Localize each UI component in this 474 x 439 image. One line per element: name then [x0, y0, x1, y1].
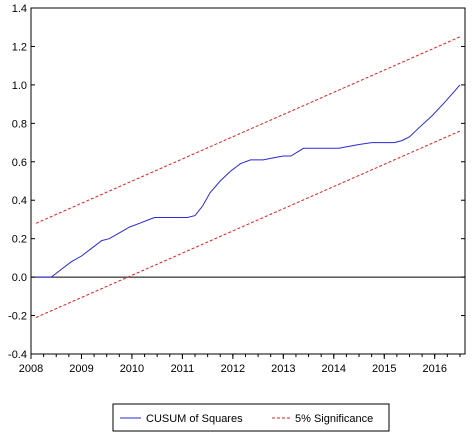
x-tick-label: 2008: [19, 363, 43, 375]
axis-layer: -0.4 -0.2 0.0 0.2 0.4 0.6 0.8 1.0 1.2 1.4 2008 2009…: [8, 3, 465, 375]
plot-frame: [30, 7, 466, 355]
series-layer: [35, 36, 461, 318]
legend-label-cusum: CUSUM of Squares: [146, 413, 243, 425]
x-tick-label: 2010: [120, 363, 144, 375]
series-line-cusum-of-squares: [36, 84, 461, 278]
legend-label-significance: 5% Significance: [295, 413, 373, 425]
x-tick-label: 2016: [422, 363, 446, 375]
legend-box: [112, 403, 390, 432]
x-tick-label: 2015: [372, 363, 396, 375]
x-tick-label: 2014: [322, 363, 346, 375]
series-line-upper-bound: [35, 36, 461, 224]
y-tick-label: 0.2: [12, 234, 27, 246]
legend: CUSUM of Squares 5% Significance: [112, 403, 390, 432]
series-line-lower-bound: [35, 130, 461, 318]
y-tick-label: 0.4: [12, 195, 27, 207]
y-tick-label: 0.6: [12, 157, 27, 169]
x-tick-label: 2009: [69, 363, 93, 375]
y-tick-label: 0.0: [12, 272, 27, 284]
y-tick-label: 0.8: [12, 118, 27, 130]
x-tick-label: 2011: [171, 363, 195, 375]
y-tick-label: 1.0: [12, 80, 27, 92]
y-tick-label: -0.2: [8, 311, 27, 323]
x-tick-label: 2013: [271, 363, 295, 375]
x-tick-label: 2012: [221, 363, 245, 375]
y-tick-label: -0.4: [8, 349, 27, 361]
y-tick-label: 1.2: [12, 41, 27, 53]
y-tick-label: 1.4: [12, 3, 27, 15]
